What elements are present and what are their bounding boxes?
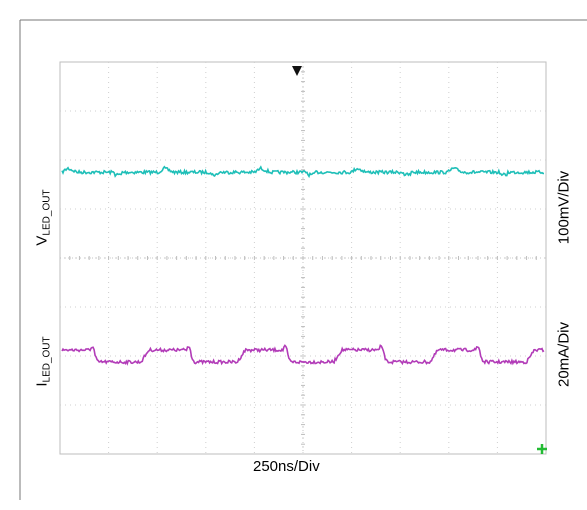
x-axis-label: 250ns/Div: [253, 458, 320, 475]
trigger-marker: [292, 66, 302, 76]
series-label-iled: ILED_OUT: [34, 317, 53, 407]
series-label-iled-main: I: [33, 382, 51, 387]
grid: [59, 61, 547, 455]
series-label-vled: VLED_OUT: [34, 173, 53, 263]
series-label-iled-sub: LED_OUT: [41, 336, 53, 383]
trace-iled-out: [61, 344, 545, 366]
iled-scale-label: 20mA/Div: [555, 321, 573, 388]
trace-vled-out: [61, 165, 544, 179]
series-label-vled-main: V: [33, 235, 51, 246]
series-label-vled-sub: LED_OUT: [41, 189, 53, 236]
traces: [61, 165, 545, 366]
vled-scale-label: 100mV/Div: [555, 170, 573, 245]
